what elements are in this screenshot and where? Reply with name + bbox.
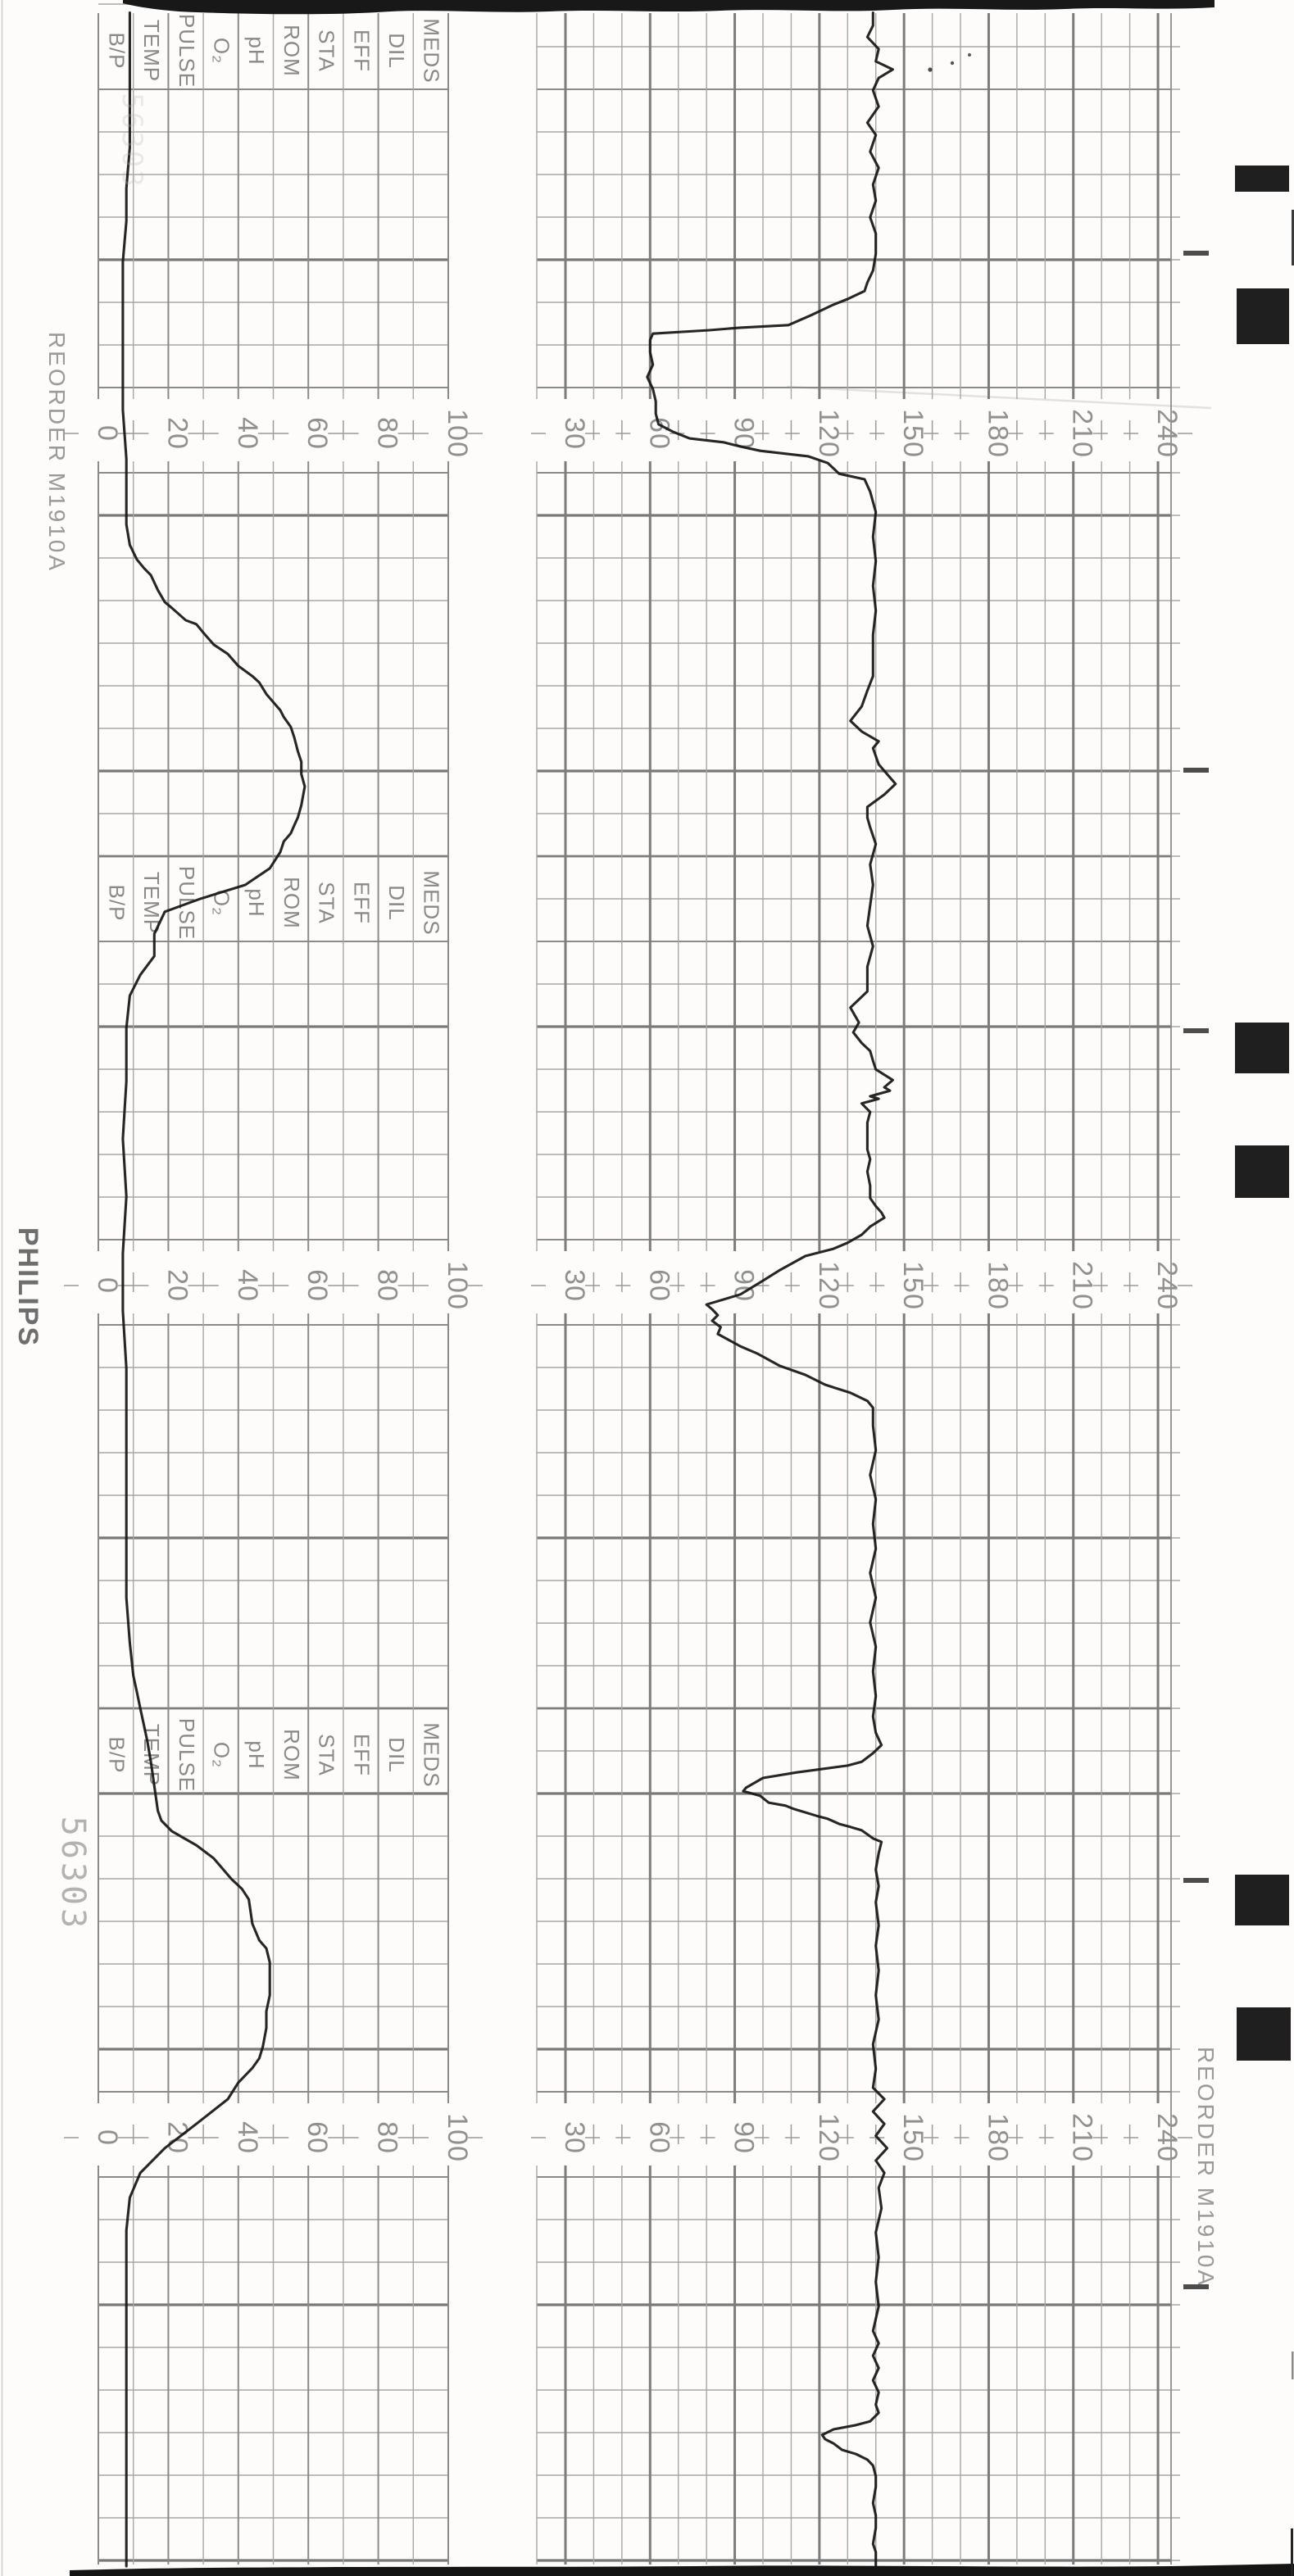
annotation-column-label: TEMP [139,1724,164,1786]
annotation-column-label: PULSE [175,14,199,88]
annotation-column-label: STA [315,1734,339,1776]
fhr-trace [646,11,897,2569]
annotation-column-label: pH [244,888,269,917]
torn-top-edge [123,0,1215,15]
scale-number: 120 [813,1261,844,1310]
scale-number: 100 [442,2113,473,2162]
scale-number: 0 [92,425,123,442]
trace-layer [121,11,897,2569]
bottom-edge-bar [70,2564,1294,2576]
scale-number: 0 [92,1277,123,1294]
reorder-text-right: REORDER M1910A [1193,2047,1219,2288]
annotation-column-label: EFF [349,1734,374,1776]
lot-number-stamp-faint: 56303 [116,93,148,188]
scale-number: 90 [729,2121,760,2154]
scale-number: 210 [1067,2113,1098,2162]
scale-number: 180 [982,409,1013,458]
grid-layer [64,3,1193,2565]
annotation-column-label: TEMP [139,872,164,934]
scale-number: 40 [232,2121,263,2154]
annotation-column-label: DIL [384,1737,409,1772]
scale-number: 180 [982,1261,1013,1310]
scale-number: 210 [1067,1261,1098,1310]
scale-number: 80 [372,2121,403,2154]
edge-sliver [1291,2528,1293,2576]
edge-sliver [1292,2352,1294,2379]
scale-number: 240 [1151,409,1183,458]
annotation-column-label: O₂ [209,38,234,64]
edge-sliver [1292,210,1294,265]
scale-number: 30 [559,1269,590,1302]
annotation-column-label: MEDS [420,870,444,935]
scan-crease [786,385,1212,410]
annotation-column-label: O₂ [209,1742,234,1768]
scale-number: 30 [559,2121,590,2154]
annotation-column-label: PULSE [175,1718,199,1792]
annotation-column-label: TEMP [139,20,164,82]
annotation-column-label: pH [244,36,269,65]
ua-trace [121,11,306,2568]
annotation-column-label: STA [315,882,339,924]
scale-number: 0 [92,2129,123,2146]
scale-number: 150 [897,2113,929,2162]
margin-tick-dashes [1183,251,1209,2289]
scale-number: 100 [442,409,473,458]
annotation-column-label: ROM [279,1729,304,1781]
scale-number: 60 [302,2121,333,2154]
scale-number: 210 [1067,409,1098,458]
scale-number: 150 [897,409,929,458]
scale-number: 240 [1151,1261,1183,1310]
annotation-column-label: MEDS [420,18,444,83]
ink-speck [928,67,933,72]
scale-number: 20 [161,417,193,450]
annotation-column-label: EFF [349,882,374,924]
scale-number: 100 [442,1261,473,1310]
scale-number: 40 [232,1269,263,1302]
ink-speck [950,61,955,66]
annotation-column-label: ROM [279,877,304,929]
edge-punch-marks [1235,166,1291,2061]
scale-number: 20 [161,1269,193,1302]
annotation-column-label: pH [244,1740,269,1769]
philips-logo: PHILIPS [12,1227,43,1347]
scale-number: 120 [813,409,844,458]
scale-number: 60 [302,1269,333,1302]
scale-number: 60 [643,2121,674,2154]
scale-number: 60 [302,417,333,450]
scale-number: 120 [813,2113,844,2162]
annotation-column-label: MEDS [420,1722,444,1787]
scale-number: 240 [1151,2113,1183,2162]
scale-number: 180 [982,2113,1013,2162]
annotation-column-label: ROM [279,25,304,77]
scale-number: 80 [372,417,403,450]
annotation-column-label: DIL [384,33,409,68]
ink-speck [968,53,971,57]
annotation-column-label: STA [315,29,339,72]
reorder-text-left: REORDER M1910A [44,332,70,573]
scale-number: 60 [643,1269,674,1302]
annotation-column-label: EFF [349,29,374,72]
annotation-column-label: B/P [104,885,129,922]
scale-number: 150 [897,1261,929,1310]
scale-number: 80 [372,1269,403,1302]
annotation-column-label: DIL [384,885,409,920]
lot-number-stamp: 56303 [54,1816,92,1931]
scale-number: 30 [559,417,590,450]
scale-number: 40 [232,417,263,450]
annotation-column-label: B/P [104,1737,129,1774]
annotation-column-label: B/P [104,33,129,70]
scale-and-label-layer: 0 20 40 60 80 100 30 60 90 120 150 180 210 240 0 20 40 60… [92,14,1183,2162]
